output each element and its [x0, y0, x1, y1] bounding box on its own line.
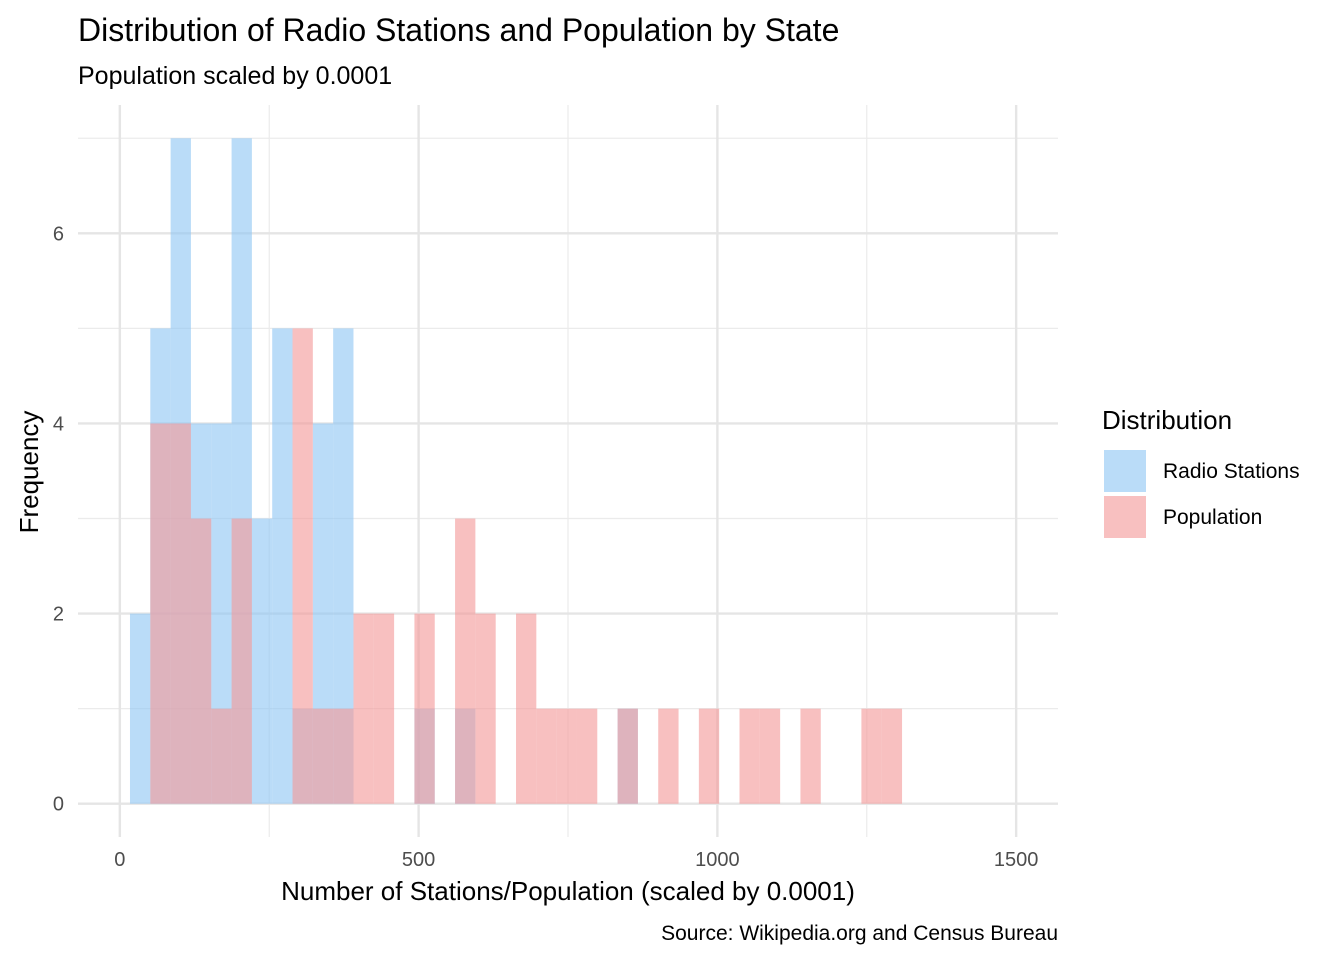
x-tick-label: 0 [114, 849, 125, 871]
legend: Distribution Radio Stations Population [1102, 405, 1300, 538]
population-bar [170, 423, 191, 804]
x-axis-ticks: 0 500 1000 1500 [114, 849, 1038, 871]
legend-title: Distribution [1102, 405, 1232, 435]
chart-title: Distribution of Radio Stations and Popul… [78, 12, 839, 48]
x-tick-label: 1000 [695, 849, 740, 871]
population-bar [312, 708, 334, 804]
y-axis-ticks: 0 2 4 6 [53, 223, 64, 815]
y-axis-title: Frequency [14, 411, 44, 534]
population-bar [190, 518, 212, 804]
legend-swatch-radio-stations [1104, 450, 1146, 492]
population-bar [861, 708, 882, 804]
population-bar [333, 708, 354, 804]
radio-stations-bar [272, 328, 293, 804]
x-tick-label: 500 [402, 849, 435, 871]
chart-subtitle: Population scaled by 0.0001 [78, 62, 392, 90]
y-tick-label: 4 [53, 413, 64, 435]
population-bar [698, 708, 720, 804]
x-tick-label: 1500 [994, 849, 1039, 871]
population-bar [292, 328, 313, 804]
population-bar [881, 708, 903, 804]
radio-stations-bar [251, 518, 273, 804]
population-bar [658, 708, 679, 804]
population-bar [759, 708, 781, 804]
population-bar [475, 613, 496, 804]
population-bars [150, 328, 903, 804]
radio-stations-bar [333, 328, 354, 804]
chart-caption: Source: Wikipedia.org and Census Bureau [661, 922, 1058, 945]
population-bar [211, 708, 232, 804]
x-axis-title: Number of Stations/Population (scaled by… [281, 876, 855, 906]
population-bar [455, 518, 476, 804]
population-bar [617, 708, 638, 804]
population-bar [414, 613, 435, 804]
population-bar [536, 708, 557, 804]
population-bar [353, 613, 374, 804]
y-tick-label: 2 [53, 604, 64, 626]
legend-swatch-population [1104, 496, 1146, 538]
y-tick-label: 0 [53, 794, 64, 816]
population-bar [800, 708, 821, 804]
population-bar [576, 708, 598, 804]
y-tick-label: 6 [53, 223, 64, 245]
population-bar [150, 423, 171, 804]
legend-label-radio-stations: Radio Stations [1163, 460, 1300, 483]
radio-stations-bar [129, 613, 151, 804]
legend-label-population: Population [1163, 506, 1262, 529]
population-bar [556, 708, 577, 804]
population-bar [739, 708, 760, 804]
population-bar [231, 518, 252, 804]
population-bar [516, 613, 537, 804]
population-bar [373, 613, 395, 804]
